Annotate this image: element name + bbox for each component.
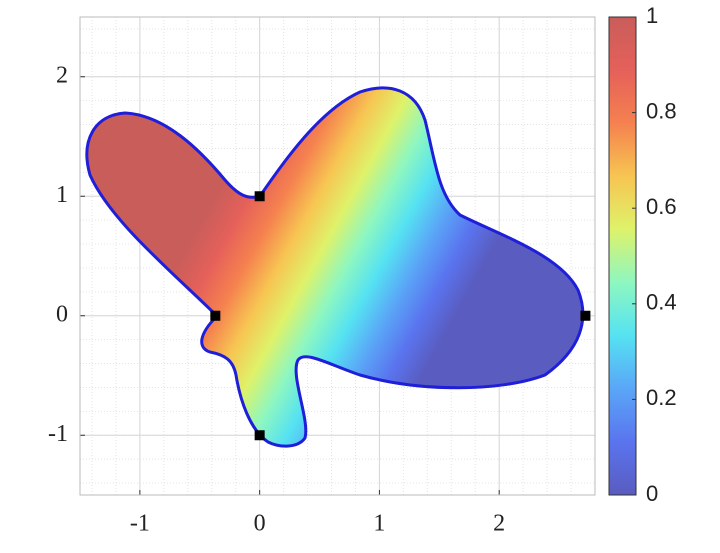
colorbar-tick-label: 1 [646, 3, 658, 28]
y-tick-label: -1 [48, 421, 68, 447]
colorbar-tick-label: 0 [646, 481, 658, 506]
x-tick-label: 0 [254, 511, 266, 537]
x-tick-label: 1 [373, 511, 385, 537]
y-tick-label: 1 [56, 182, 68, 208]
corner-marker [254, 430, 265, 441]
x-tick-label: 2 [493, 511, 505, 537]
colorbar-tick-label: 0.4 [646, 290, 677, 315]
domain-fill [85, 86, 585, 448]
corner-marker [580, 310, 591, 321]
axes: -1 0 1 2 -1 0 1 2 [48, 16, 596, 537]
axes-box [79, 16, 596, 496]
colorbar-tick-label: 0.6 [646, 194, 677, 219]
colorbar-tick-label: 0.2 [646, 385, 677, 410]
y-tick-label: 0 [56, 301, 68, 327]
x-tick-label: -1 [130, 511, 150, 537]
corner-marker [210, 310, 221, 321]
y-tick-label: 2 [56, 62, 68, 88]
colorbar [608, 16, 637, 496]
colorbar-tick-label: 0.8 [646, 98, 677, 123]
corner-marker [254, 191, 265, 202]
